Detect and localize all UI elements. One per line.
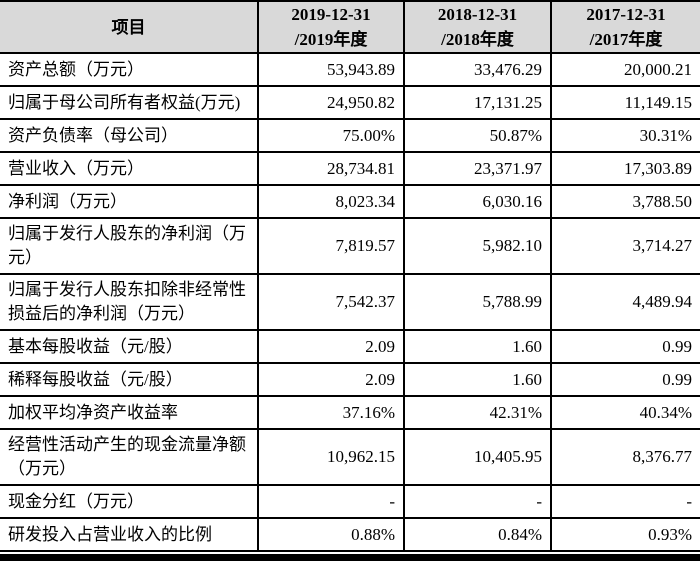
row-value-2017: 0.93% [550, 518, 700, 552]
row-value-2019: 2.09 [257, 363, 404, 397]
table-row: 稀释每股收益（元/股） 2.09 1.60 0.99 [0, 363, 700, 397]
row-item-label: 净利润（万元） [0, 185, 258, 219]
row-value-2019: 7,542.37 [257, 274, 404, 331]
table-row: 归属于发行人股东的净利润（万元） 7,819.57 5,982.10 3,714… [0, 218, 700, 275]
row-value-2018: 5,788.99 [403, 274, 551, 331]
row-value-2017: - [550, 485, 700, 519]
table-row: 基本每股收益（元/股） 2.09 1.60 0.99 [0, 330, 700, 364]
row-value-2019: 7,819.57 [257, 218, 404, 275]
row-value-2017: 3,714.27 [550, 218, 700, 275]
row-value-2018: 0.84% [403, 518, 551, 552]
row-value-2017: 0.99 [550, 330, 700, 364]
header-period-2019-year: /2019年度 [294, 30, 368, 49]
row-item-label: 资产总额（万元） [0, 53, 258, 87]
row-value-2018: 42.31% [403, 396, 551, 430]
table-row: 资产负债率（母公司） 75.00% 50.87% 30.31% [0, 119, 700, 153]
row-value-2017: 17,303.89 [550, 152, 700, 186]
header-period-2018-year: /2018年度 [441, 30, 514, 49]
table-row: 加权平均净资产收益率 37.16% 42.31% 40.34% [0, 396, 700, 430]
row-value-2019: 28,734.81 [257, 152, 404, 186]
header-period-2017-date: 2017-12-31 [586, 5, 666, 24]
row-value-2018: 1.60 [403, 330, 551, 364]
row-item-label: 资产负债率（母公司） [0, 119, 258, 153]
row-item-label: 归属于发行人股东扣除非经常性损益后的净利润（万元） [0, 274, 258, 331]
header-period-2018-date: 2018-12-31 [437, 5, 518, 24]
table-row: 归属于母公司所有者权益(万元) 24,950.82 17,131.25 11,1… [0, 86, 700, 120]
row-value-2017: 20,000.21 [550, 53, 700, 87]
row-value-2019: 24,950.82 [257, 86, 404, 120]
table-header-row: 项目 2019-12-31 /2019年度 2018-12-31 /2018年度… [0, 0, 700, 54]
table-body: 资产总额（万元） 53,943.89 33,476.29 20,000.21 归… [0, 53, 700, 552]
row-value-2018: 6,030.16 [403, 185, 551, 219]
header-cell-period-2019: 2019-12-31 /2019年度 [257, 0, 404, 54]
header-period-2017-year: /2017年度 [589, 30, 663, 49]
row-item-label: 现金分红（万元） [0, 485, 258, 519]
table-row: 研发投入占营业收入的比例 0.88% 0.84% 0.93% [0, 518, 700, 552]
row-value-2017: 3,788.50 [550, 185, 700, 219]
table-row: 净利润（万元） 8,023.34 6,030.16 3,788.50 [0, 185, 700, 219]
row-value-2018: 33,476.29 [403, 53, 551, 87]
row-value-2017: 11,149.15 [550, 86, 700, 120]
row-item-label: 稀释每股收益（元/股） [0, 363, 258, 397]
header-cell-item: 项目 [0, 0, 258, 54]
row-value-2019: 37.16% [257, 396, 404, 430]
row-value-2017: 4,489.94 [550, 274, 700, 331]
row-item-label: 经营性活动产生的现金流量净额（万元） [0, 429, 258, 486]
table-row: 资产总额（万元） 53,943.89 33,476.29 20,000.21 [0, 53, 700, 87]
row-value-2017: 0.99 [550, 363, 700, 397]
row-value-2017: 30.31% [550, 119, 700, 153]
header-cell-period-2017: 2017-12-31 /2017年度 [550, 0, 700, 54]
row-value-2018: 10,405.95 [403, 429, 551, 486]
header-period-2019-date: 2019-12-31 [291, 5, 371, 24]
row-value-2018: 1.60 [403, 363, 551, 397]
row-value-2019: 53,943.89 [257, 53, 404, 87]
row-item-label: 营业收入（万元） [0, 152, 258, 186]
table-row: 归属于发行人股东扣除非经常性损益后的净利润（万元） 7,542.37 5,788… [0, 274, 700, 331]
row-value-2018: - [403, 485, 551, 519]
row-item-label: 加权平均净资产收益率 [0, 396, 258, 430]
row-value-2018: 17,131.25 [403, 86, 551, 120]
row-value-2018: 23,371.97 [403, 152, 551, 186]
row-value-2017: 40.34% [550, 396, 700, 430]
header-cell-period-2018: 2018-12-31 /2018年度 [403, 0, 551, 54]
row-value-2019: 0.88% [257, 518, 404, 552]
row-value-2018: 50.87% [403, 119, 551, 153]
row-item-label: 归属于发行人股东的净利润（万元） [0, 218, 258, 275]
row-value-2018: 5,982.10 [403, 218, 551, 275]
table-bottom-rule [0, 554, 700, 561]
row-item-label: 研发投入占营业收入的比例 [0, 518, 258, 552]
table-row: 经营性活动产生的现金流量净额（万元） 10,962.15 10,405.95 8… [0, 429, 700, 486]
row-value-2019: 2.09 [257, 330, 404, 364]
row-item-label: 归属于母公司所有者权益(万元) [0, 86, 258, 120]
table-row: 营业收入（万元） 28,734.81 23,371.97 17,303.89 [0, 152, 700, 186]
row-value-2019: 8,023.34 [257, 185, 404, 219]
row-value-2019: 75.00% [257, 119, 404, 153]
row-item-label: 基本每股收益（元/股） [0, 330, 258, 364]
row-value-2017: 8,376.77 [550, 429, 700, 486]
table-row: 现金分红（万元） - - - [0, 485, 700, 519]
row-value-2019: - [257, 485, 404, 519]
row-value-2019: 10,962.15 [257, 429, 404, 486]
